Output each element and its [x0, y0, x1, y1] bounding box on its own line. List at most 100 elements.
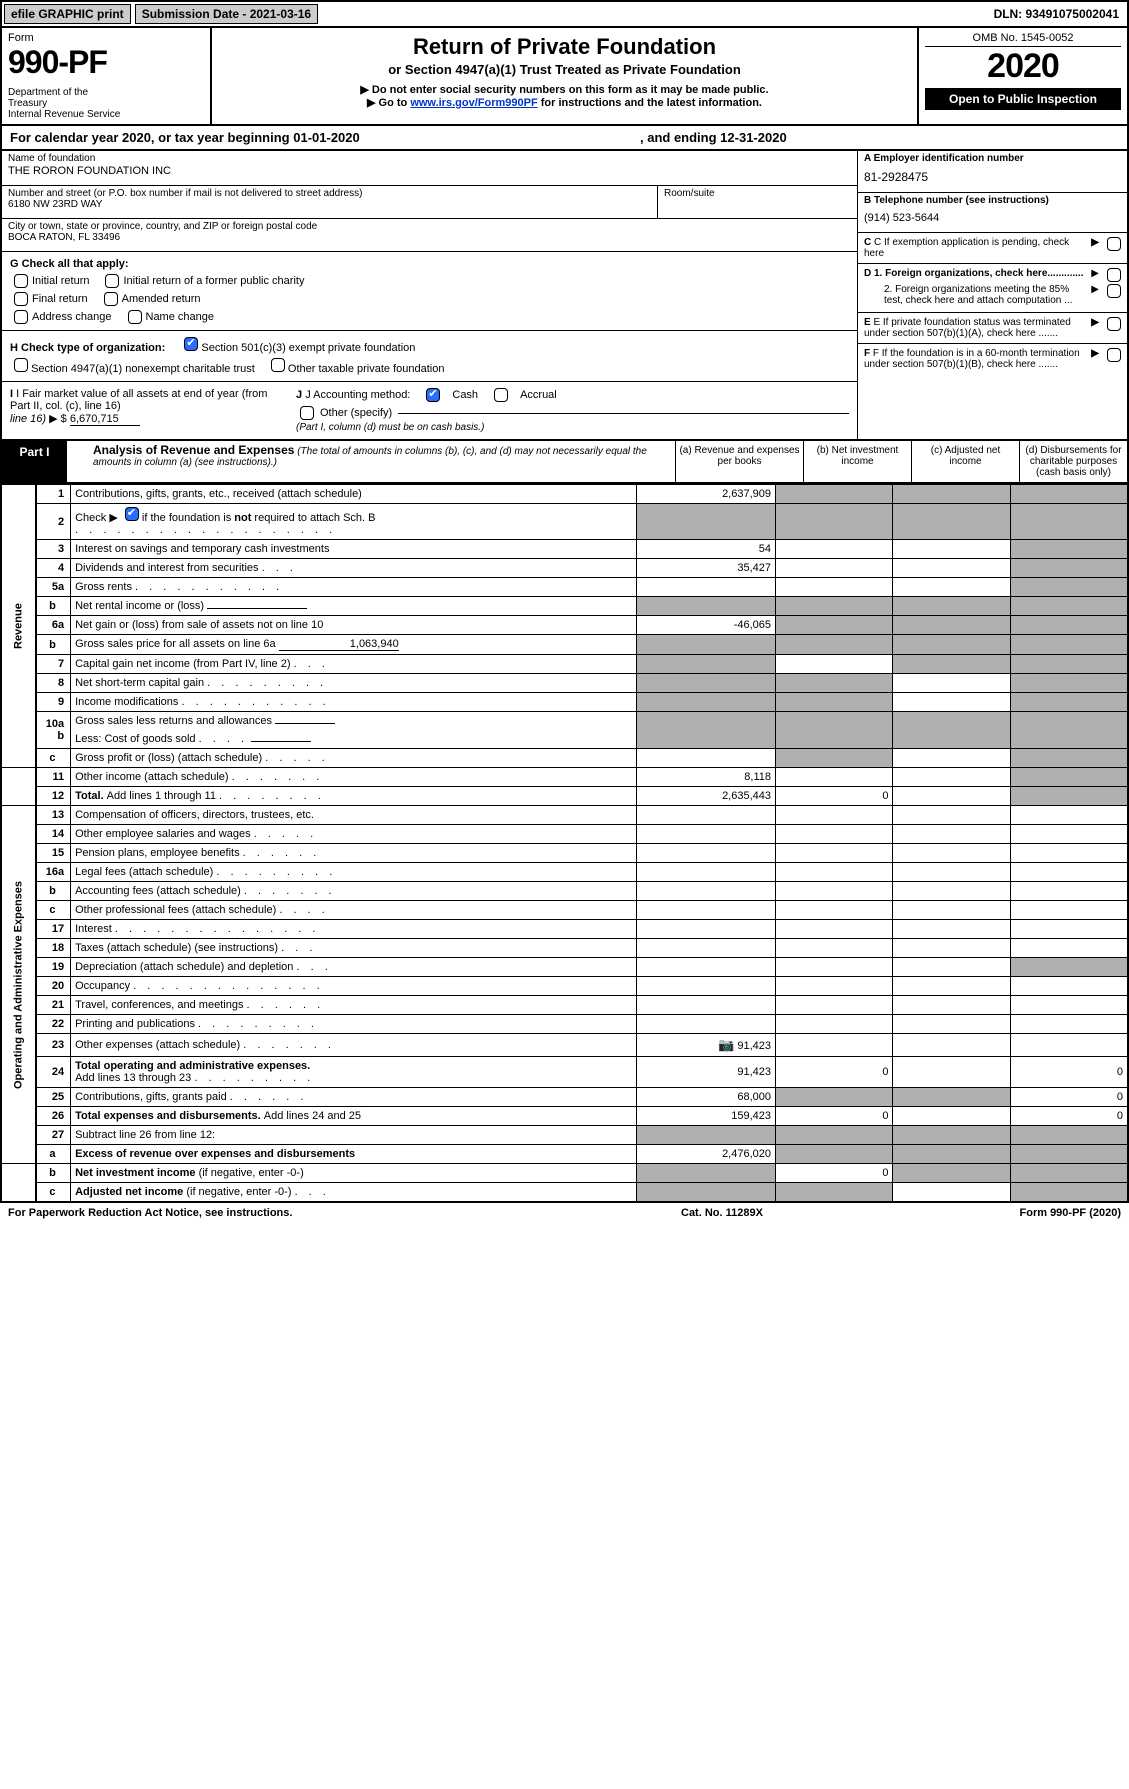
- row-num: 5a: [36, 578, 71, 597]
- checkbox-initial[interactable]: [14, 274, 28, 288]
- checkbox-amended[interactable]: [104, 292, 118, 306]
- row-val-a: 2,476,020: [636, 1145, 775, 1164]
- row-desc: Gross profit or (loss) (attach schedule)…: [71, 749, 637, 768]
- row-val-d: [1010, 749, 1128, 768]
- submission-date-button[interactable]: Submission Date - 2021-03-16: [135, 4, 318, 24]
- row-desc: Gross sales price for all assets on line…: [71, 635, 637, 655]
- table-row: 10ab Gross sales less returns and allowa…: [1, 712, 1128, 731]
- row-num: 21: [36, 996, 71, 1015]
- d1-label: D 1. Foreign organizations, check here..…: [864, 268, 1084, 279]
- cal-pre: For calendar year 2020, or tax year begi…: [10, 130, 293, 145]
- table-row: cOther professional fees (attach schedul…: [1, 901, 1128, 920]
- row-val-a: [636, 712, 775, 749]
- room-label: Room/suite: [664, 188, 851, 199]
- checkbox-c-pending[interactable]: [1107, 237, 1121, 251]
- form-title: Return of Private Foundation: [222, 34, 907, 60]
- col-c-header: (c) Adjusted net income: [911, 441, 1019, 482]
- row-num: 19: [36, 958, 71, 977]
- checkbox-4947[interactable]: [14, 358, 28, 372]
- checkbox-e[interactable]: [1107, 317, 1121, 331]
- checkbox-address[interactable]: [14, 310, 28, 324]
- form-warning: ▶ Do not enter social security numbers o…: [222, 83, 907, 96]
- g-initial: Initial return: [32, 275, 89, 287]
- row-desc: Excess of revenue over expenses and disb…: [71, 1145, 637, 1164]
- row-val-b: [776, 806, 893, 825]
- checkbox-accrual[interactable]: [494, 388, 508, 402]
- cal-begin: 01-01-2020: [293, 130, 360, 145]
- irs-link[interactable]: www.irs.gov/Form990PF: [410, 97, 537, 109]
- row-desc: Total operating and administrative expen…: [71, 1057, 637, 1088]
- row-val-c: [893, 806, 1010, 825]
- addr-label: Number and street (or P.O. box number if…: [8, 188, 651, 199]
- checkbox-f[interactable]: [1107, 348, 1121, 362]
- row-val-a: 68,000: [636, 1088, 775, 1107]
- row-desc: Other employee salaries and wages . . . …: [71, 825, 637, 844]
- row-val-d: [1010, 504, 1128, 540]
- row-desc: Depreciation (attach schedule) and deple…: [71, 958, 637, 977]
- row-num: c: [36, 1183, 71, 1203]
- row-val-d: [1010, 540, 1128, 559]
- addr-value: 6180 NW 23RD WAY: [8, 199, 651, 210]
- e-label: E If private foundation status was termi…: [864, 317, 1071, 339]
- row-desc: Less: Cost of goods sold . . . .: [71, 730, 637, 749]
- row-val-d: 0: [1010, 1088, 1128, 1107]
- row-val-d: [1010, 768, 1128, 787]
- row-desc: Taxes (attach schedule) (see instruction…: [71, 939, 637, 958]
- row-desc: Adjusted net income (if negative, enter …: [71, 1183, 637, 1203]
- row-val-b: [776, 768, 893, 787]
- table-row: cAdjusted net income (if negative, enter…: [1, 1183, 1128, 1203]
- row-val-a: 2,635,443: [636, 787, 775, 806]
- row-val-d: [1010, 578, 1128, 597]
- row-num: 24: [36, 1057, 71, 1088]
- row-desc: Income modifications . . . . . . . . . .…: [71, 693, 637, 712]
- j-label: J Accounting method:: [305, 389, 410, 401]
- row-val-a: [636, 674, 775, 693]
- row-val-c: [893, 787, 1010, 806]
- c-box: C C If exemption application is pending,…: [858, 233, 1127, 264]
- row-desc: Gross rents . . . . . . . . . . .: [71, 578, 637, 597]
- table-row: 7 Capital gain net income (from Part IV,…: [1, 655, 1128, 674]
- part1-title-cell: Analysis of Revenue and Expenses (The to…: [67, 441, 675, 482]
- row-num: a: [36, 1145, 71, 1164]
- row-val-b: [776, 485, 893, 504]
- checkbox-cash[interactable]: [426, 388, 440, 402]
- row-val-c: [893, 712, 1010, 749]
- row-val-a: -46,065: [636, 616, 775, 635]
- checkbox-501c3[interactable]: [184, 337, 198, 351]
- row-desc: Accounting fees (attach schedule) . . . …: [71, 882, 637, 901]
- table-row: 27Subtract line 26 from line 12:: [1, 1126, 1128, 1145]
- camera-icon[interactable]: 📷: [718, 1037, 734, 1052]
- row-num: c: [36, 901, 71, 920]
- row-desc: Contributions, gifts, grants, etc., rece…: [71, 485, 637, 504]
- row-desc: Interest . . . . . . . . . . . . . . .: [71, 920, 637, 939]
- table-row: 3 Interest on savings and temporary cash…: [1, 540, 1128, 559]
- row-desc: Printing and publications . . . . . . . …: [71, 1015, 637, 1034]
- row-num: 2: [36, 504, 71, 540]
- part1-header: Part I Analysis of Revenue and Expenses …: [0, 441, 1129, 484]
- checkbox-other-method[interactable]: [300, 406, 314, 420]
- checkbox-d1[interactable]: [1107, 268, 1121, 282]
- row-val-b: [776, 616, 893, 635]
- checkbox-final[interactable]: [14, 292, 28, 306]
- checkbox-other-taxable[interactable]: [271, 358, 285, 372]
- checkbox-sch-b[interactable]: [125, 507, 139, 521]
- row-val-b: 0: [776, 787, 893, 806]
- row-val-c: [893, 540, 1010, 559]
- name-value: THE RORON FOUNDATION INC: [8, 165, 851, 177]
- goto-pre: ▶ Go to: [367, 97, 410, 109]
- checkbox-d2[interactable]: [1107, 284, 1121, 298]
- table-row: 4 Dividends and interest from securities…: [1, 559, 1128, 578]
- header-center: Return of Private Foundation or Section …: [212, 28, 917, 124]
- checkbox-namechg[interactable]: [128, 310, 142, 324]
- form-header: Form 990-PF Department of theTreasuryInt…: [0, 28, 1129, 126]
- open-public-badge: Open to Public Inspection: [925, 88, 1121, 110]
- row-desc: Occupancy . . . . . . . . . . . . . .: [71, 977, 637, 996]
- efile-button[interactable]: efile GRAPHIC print: [4, 4, 131, 24]
- checkbox-initial-former[interactable]: [105, 274, 119, 288]
- footer: For Paperwork Reduction Act Notice, see …: [0, 1203, 1129, 1223]
- h-row: H Check type of organization: Section 50…: [2, 331, 857, 382]
- table-row: 12 Total. Add lines 1 through 11 . . . .…: [1, 787, 1128, 806]
- row-desc: Compensation of officers, directors, tru…: [71, 806, 637, 825]
- g-initial-former: Initial return of a former public charit…: [123, 275, 304, 287]
- row-num: 7: [36, 655, 71, 674]
